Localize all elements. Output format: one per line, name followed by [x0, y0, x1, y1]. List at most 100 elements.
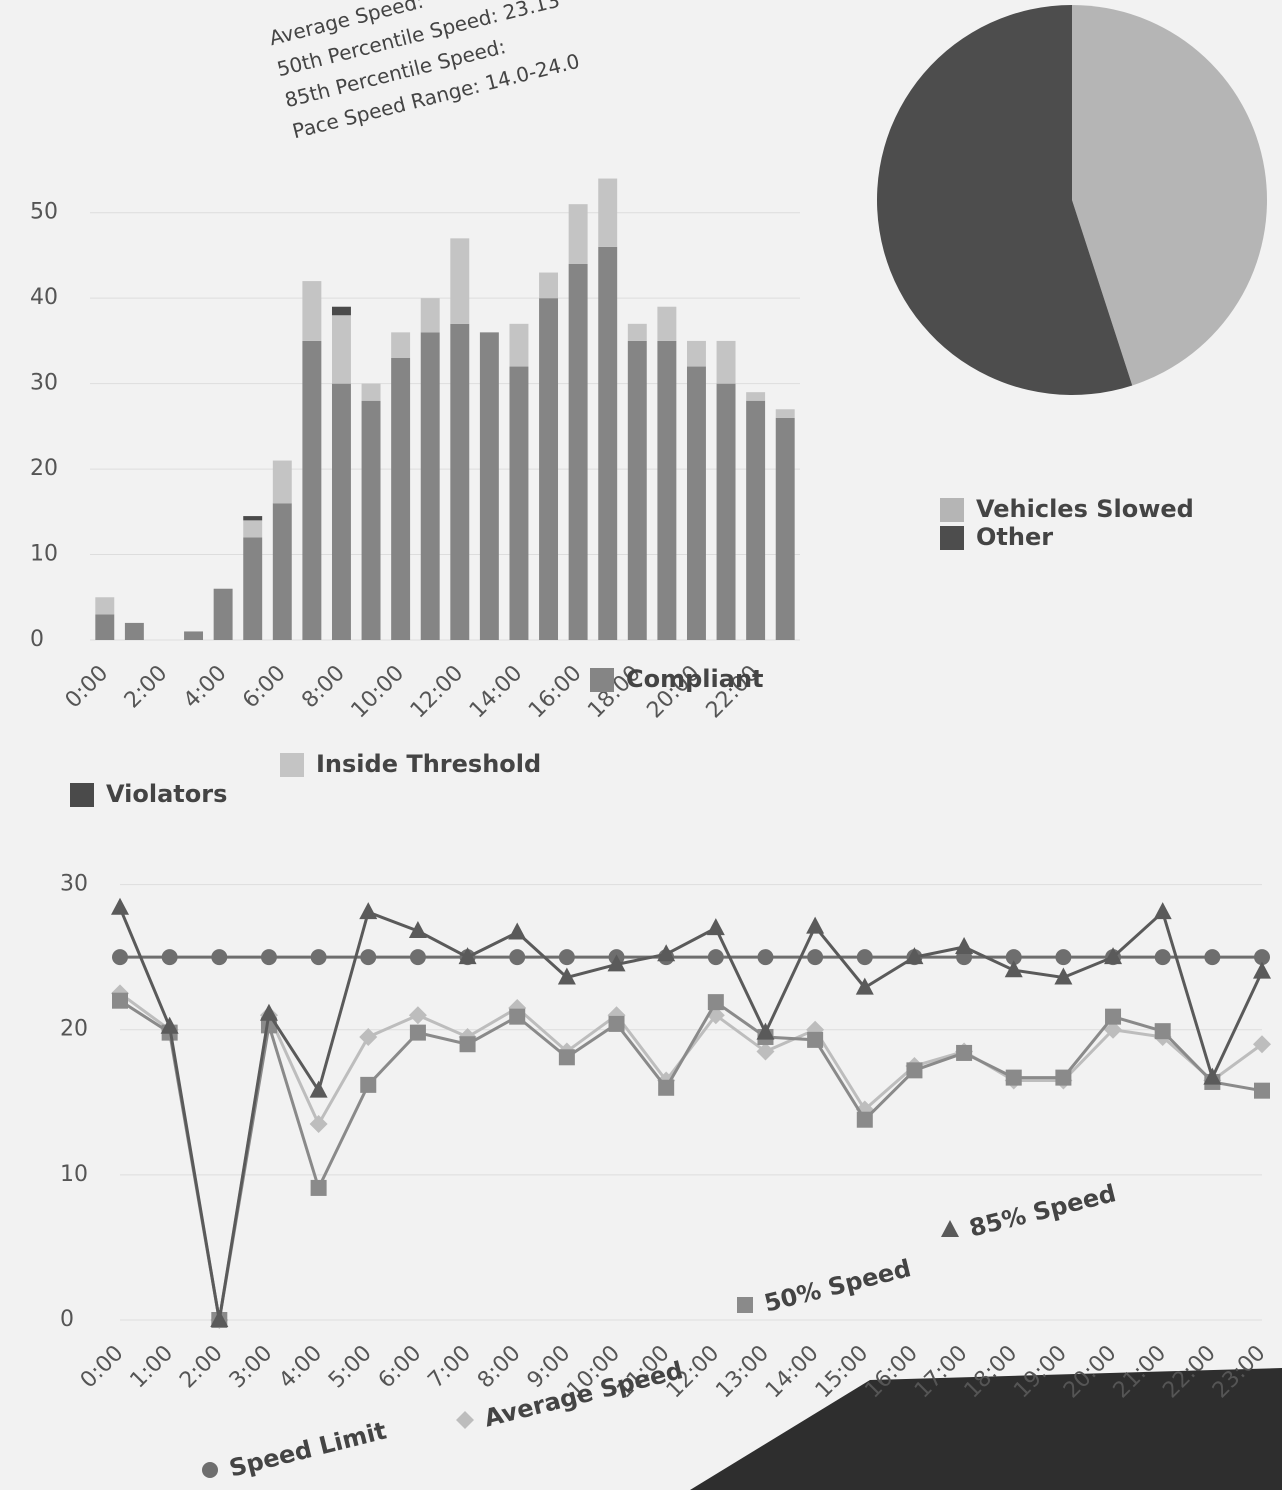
x-tick-label: 7:00: [423, 1341, 476, 1394]
bar-segment: [272, 503, 292, 640]
point: [360, 949, 377, 966]
point: [807, 1031, 824, 1048]
bar-segment: [302, 281, 322, 341]
point: [1055, 949, 1072, 966]
bar-segment: [272, 460, 292, 504]
bar-segment: [775, 417, 795, 640]
legend-label: 85% Speed: [966, 1179, 1118, 1242]
y-tick-label: 0: [60, 1307, 74, 1332]
bar-segment: [124, 622, 144, 640]
bar-segment: [450, 323, 470, 640]
point: [1254, 949, 1270, 966]
summary: Average Speed: 50th Percentile Speed: 23…: [267, 0, 582, 143]
bar-segment: [657, 306, 677, 341]
bar-segment: [420, 298, 440, 333]
pie-slice: [1072, 5, 1267, 386]
point: [558, 1049, 575, 1066]
point: [458, 947, 477, 965]
bar-segment: [95, 597, 115, 615]
point: [408, 1006, 427, 1025]
y-tick-label: 0: [30, 627, 44, 652]
point: [706, 918, 725, 936]
bar-segment: [420, 332, 440, 640]
bar-segment: [243, 520, 263, 538]
series-line: [118, 907, 1264, 1321]
bar-segment: [361, 383, 381, 401]
point: [658, 1079, 675, 1096]
point: [111, 897, 129, 915]
point: [1005, 1069, 1022, 1086]
legend-label: Inside Threshold: [316, 750, 541, 778]
bar-segment: [716, 340, 736, 384]
point: [459, 1036, 476, 1053]
point: [807, 949, 824, 966]
legend-swatch: [280, 753, 304, 777]
x-tick-label: 3:00: [225, 1341, 278, 1394]
y-tick-label: 20: [60, 1017, 88, 1042]
point: [310, 1179, 327, 1196]
point: [161, 949, 178, 966]
bar-segment: [509, 366, 529, 640]
y-tick-label: 20: [30, 456, 58, 481]
y-tick-label: 50: [30, 200, 58, 225]
legend-label: Speed Limit: [226, 1417, 389, 1483]
x-tick-label: 14:00: [465, 661, 528, 724]
x-tick-label: 12:00: [406, 661, 469, 724]
point: [1254, 1082, 1270, 1099]
bar-segment: [627, 323, 647, 341]
bar-segment: [716, 383, 736, 640]
bar-segment: [95, 614, 115, 640]
point: [707, 994, 724, 1011]
point: [906, 1062, 923, 1079]
bar-segment: [539, 272, 559, 299]
bar-segment: [568, 204, 588, 264]
point: [1203, 1067, 1222, 1085]
point: [359, 1027, 378, 1046]
bar-segment: [302, 340, 322, 640]
background-shape: [690, 1368, 1282, 1490]
y-tick-label: 40: [30, 285, 58, 310]
point: [210, 1310, 229, 1327]
point: [608, 1015, 625, 1032]
y-tick-label: 10: [30, 542, 58, 567]
bar-segment: [598, 246, 618, 640]
point: [806, 916, 825, 934]
bar-segment: [243, 537, 263, 640]
point: [905, 947, 924, 965]
point: [1054, 967, 1073, 985]
bar-segment: [568, 264, 588, 640]
legend-label: Other: [976, 523, 1053, 551]
bar-segment: [361, 400, 381, 640]
point: [856, 949, 873, 966]
x-tick-label: 10:00: [347, 661, 410, 724]
point: [1154, 1023, 1171, 1040]
x-tick-label: 0:00: [61, 661, 114, 714]
point: [359, 902, 378, 920]
bar-segment: [657, 340, 677, 640]
point: [112, 949, 128, 966]
point: [160, 1016, 179, 1034]
pie-slice: [876, 5, 1133, 395]
point: [1104, 947, 1123, 965]
x-tick-label: 1:00: [126, 1341, 179, 1394]
bar-segment: [539, 298, 559, 640]
point: [558, 949, 575, 966]
point: [607, 954, 626, 972]
point: [509, 949, 526, 966]
point: [409, 1024, 426, 1041]
bar-segment: [598, 178, 618, 247]
bar-segment: [331, 315, 351, 384]
y-tick-label: 30: [30, 371, 58, 396]
point: [112, 992, 128, 1009]
x-tick-label: 8:00: [473, 1341, 526, 1394]
y-tick-label: 10: [60, 1162, 88, 1187]
point: [309, 1080, 328, 1098]
point: [1154, 949, 1171, 966]
y-tick-label: 30: [60, 872, 88, 897]
point: [259, 1003, 278, 1021]
point: [707, 949, 724, 966]
point: [310, 949, 327, 966]
bar-segment: [184, 631, 204, 640]
bar-segment: [391, 332, 411, 358]
bar-segment: [450, 238, 470, 324]
